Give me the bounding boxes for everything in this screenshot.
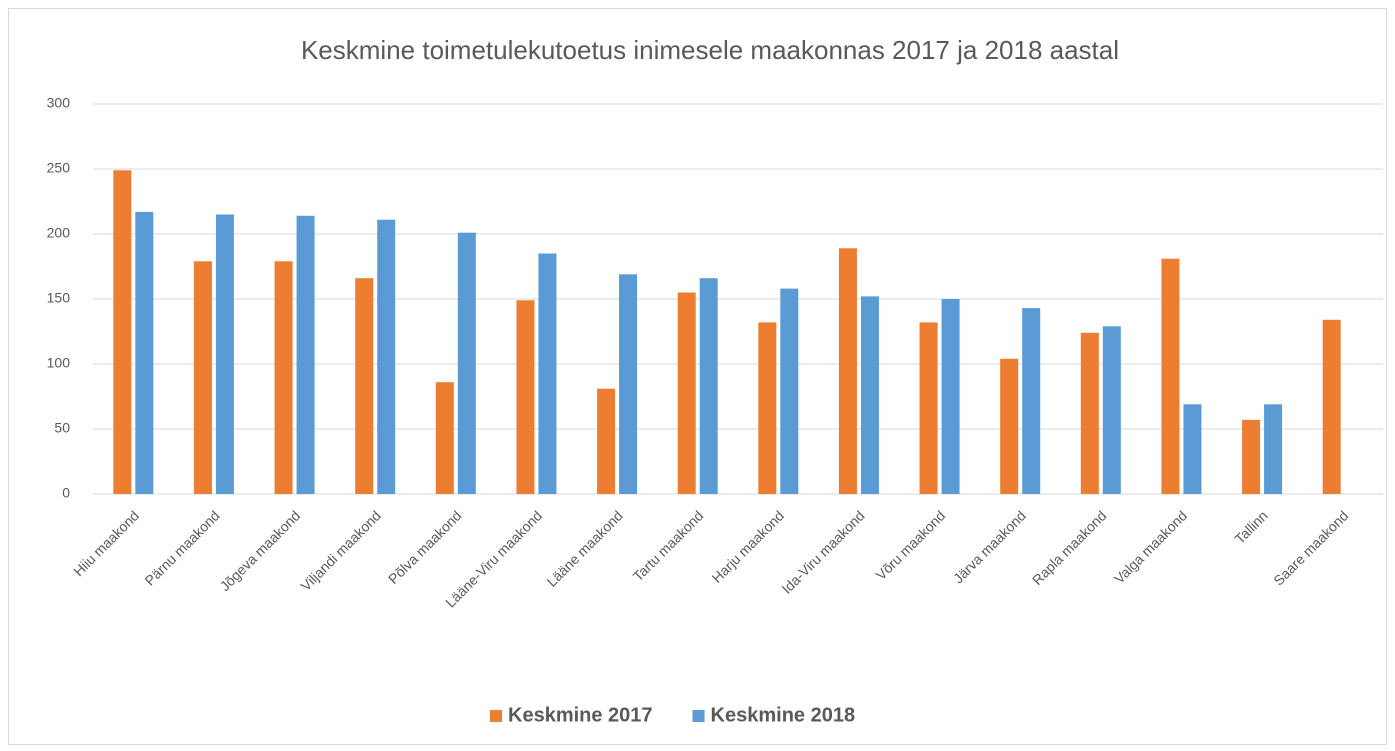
y-tick-label: 50: [54, 420, 70, 436]
chart-border: [8, 8, 1387, 745]
y-tick-label: 100: [47, 355, 71, 371]
bar: [1183, 404, 1202, 494]
y-tick-label: 0: [62, 485, 70, 501]
y-tick-label: 250: [47, 160, 71, 176]
bar: [838, 248, 857, 494]
bar: [780, 288, 799, 494]
legend-swatch: [490, 710, 502, 722]
y-tick-label: 150: [47, 290, 71, 306]
bar: [677, 292, 696, 494]
bar: [1264, 404, 1283, 494]
bar: [1000, 358, 1019, 494]
bar: [619, 274, 638, 494]
legend-label: Keskmine 2018: [711, 704, 856, 726]
bar: [699, 278, 718, 494]
bar: [758, 322, 777, 494]
bar: [919, 322, 938, 494]
legend-label: Keskmine 2017: [508, 704, 653, 726]
bar: [1022, 308, 1041, 494]
bar: [215, 214, 234, 494]
y-tick-label: 300: [47, 95, 71, 111]
bar: [516, 300, 535, 494]
bar: [113, 170, 132, 495]
bar: [193, 261, 212, 494]
chart-title: Keskmine toimetulekutoetus inimesele maa…: [301, 35, 1119, 65]
bar: [274, 261, 293, 494]
bar: [1242, 419, 1261, 494]
bar: [457, 232, 476, 494]
bar: [941, 299, 960, 494]
bar: [597, 388, 616, 494]
bar: [135, 211, 154, 494]
bar: [1322, 319, 1341, 494]
bar: [538, 253, 557, 494]
bar: [1161, 258, 1180, 494]
bar: [1080, 332, 1099, 494]
bar: [377, 219, 396, 494]
legend-swatch: [692, 710, 705, 722]
bar: [860, 296, 879, 494]
bar: [355, 278, 374, 494]
y-tick-label: 200: [47, 225, 71, 241]
bar: [296, 215, 315, 495]
bar: [435, 382, 454, 494]
bar: [1102, 326, 1121, 494]
